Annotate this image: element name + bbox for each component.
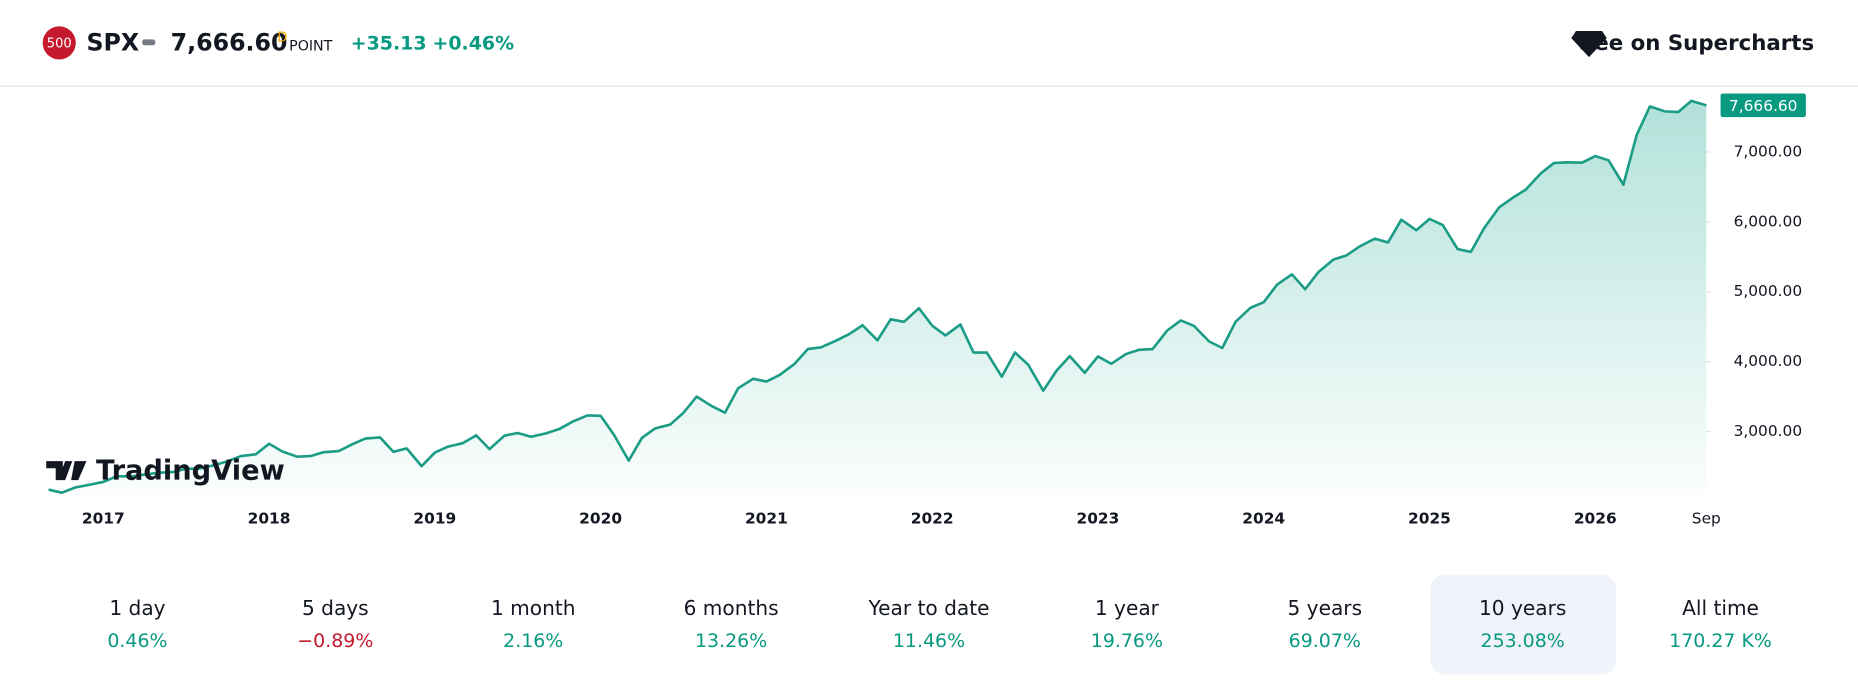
period-tab[interactable]: All time 170.27 K% [1669,596,1772,652]
y-tick-label: 5,000.00 [1734,282,1803,300]
period-change: 253.08% [1481,630,1565,652]
symbol[interactable]: SPX [87,29,140,57]
x-tick-label: Sep [1692,510,1721,528]
period-tab[interactable]: 5 days −0.89% [297,596,373,652]
period-change: 69.07% [1289,630,1361,652]
x-tick-label: 2022 [911,510,954,528]
period-change: 0.46% [107,630,167,652]
x-tick-label: 2020 [579,510,622,528]
symbol-badge [42,26,76,60]
unit: POINT [289,38,333,54]
last-price-label: 7,666.60 [1729,97,1798,115]
area [48,100,1707,495]
y-tick-label: 3,000.00 [1734,422,1803,440]
price: 7,666.60 [171,29,288,57]
plot: 3,000.00 4,000.00 5,000.00 6,000.00 7,000.00… [48,93,1806,528]
change: +35.13 [351,33,427,55]
badge-text: 500 [47,37,72,52]
x-tick-label: 2024 [1242,510,1285,528]
period-label: 10 years [1479,596,1566,620]
x-tick-label: 2021 [745,510,788,528]
period-tab[interactable]: 1 month 2.16% [491,596,576,652]
period-label: 6 months [684,596,779,620]
period-label: 1 day [109,596,165,620]
y-tick-label: 6,000.00 [1734,212,1803,230]
period-change: 13.26% [695,630,767,652]
last-price-tag [1720,93,1806,118]
period-tab[interactable]: 10 years 253.08% [1430,574,1617,675]
x-tick-label: 2023 [1077,510,1120,528]
period-label: All time [1682,596,1759,620]
separator [142,39,156,46]
period-tab[interactable]: 6 months 13.26% [684,596,779,652]
periods: 1 day 0.46% 5 days −0.89% 1 month 2.16% 6 mont… [107,574,1772,675]
period-change: 19.76% [1091,630,1163,652]
supercharts-link[interactable]: See on Supercharts [1579,31,1814,56]
x-tick-label: 2019 [413,510,456,528]
selected-tab-bg [1430,574,1617,675]
logo-icon [46,461,87,481]
period-tab[interactable]: 1 day 0.46% [107,596,167,652]
period-label: 5 years [1287,596,1362,620]
period-label: 1 year [1095,596,1160,620]
x-tick-label: 2017 [82,510,125,528]
period-label: Year to date [868,596,990,620]
period-label: 1 month [491,596,576,620]
x-tick-label: 2018 [248,510,291,528]
period-tab[interactable]: Year to date 11.46% [868,596,990,652]
change-percent: +0.46% [433,33,515,55]
logo-text: TradingView [96,455,285,486]
x-tick-label: 2026 [1574,510,1617,528]
period-label: 5 days [302,596,369,620]
y-tick-label: 4,000.00 [1734,352,1803,370]
line [48,99,1707,495]
supercharts-icon[interactable] [1571,31,1607,58]
period-tab[interactable]: 5 years 69.07% [1287,596,1362,652]
logo: TradingView [46,455,285,486]
period-change: −0.89% [297,630,373,652]
period-flag: D [277,31,287,46]
period-change: 2.16% [503,630,563,652]
period-change: 11.46% [893,630,965,652]
period-tab[interactable]: 1 year 19.76% [1091,596,1163,652]
y-tick-label: 7,000.00 [1734,142,1803,160]
x-tick-label: 2025 [1408,510,1451,528]
period-change: 170.27 K% [1669,630,1772,652]
